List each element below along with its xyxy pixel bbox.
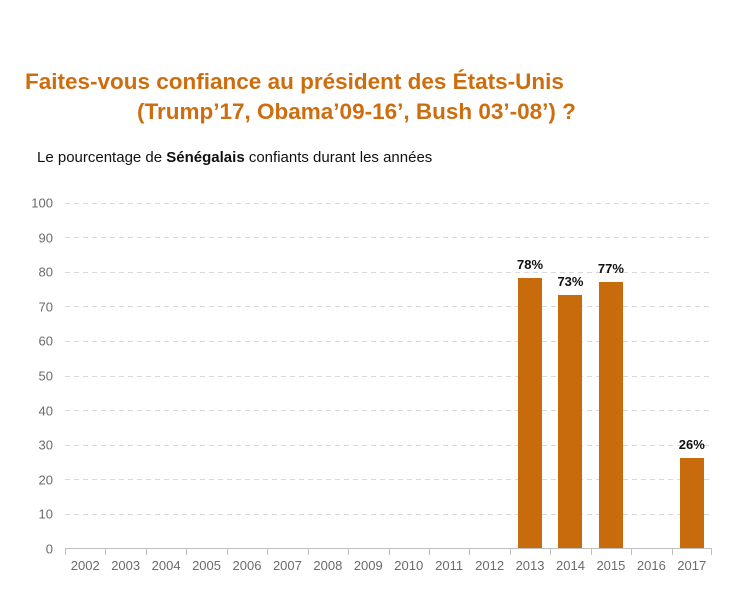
gridline-30 — [65, 444, 712, 446]
gridline-60 — [65, 340, 712, 342]
x-axis-label-2015: 2015 — [596, 558, 626, 573]
y-axis-label-100: 100 — [31, 195, 53, 211]
y-axis-label-30: 30 — [38, 437, 53, 453]
x-axis-tick — [469, 549, 471, 555]
x-axis-label-2010: 2010 — [394, 558, 424, 573]
subtitle-suffix: confiants durant les années — [244, 149, 433, 166]
x-axis-tick — [590, 549, 592, 555]
x-axis-tick — [226, 549, 228, 555]
x-axis-label-2006: 2006 — [232, 558, 262, 573]
x-axis-label-2014: 2014 — [556, 558, 585, 573]
y-axis-label-0: 0 — [45, 541, 53, 557]
x-axis-tick — [348, 549, 350, 555]
y-axis-label-70: 70 — [38, 299, 53, 315]
bar-value-label-2013: 78% — [517, 257, 544, 273]
x-axis-label-2013: 2013 — [515, 558, 545, 573]
x-axis-tick — [428, 549, 430, 555]
bar-2017 — [679, 458, 704, 548]
gridline-40 — [65, 410, 712, 412]
x-axis-label-2004: 2004 — [151, 558, 181, 573]
y-axis-label-50: 50 — [38, 368, 53, 384]
bar-2015 — [598, 281, 623, 548]
gridline-20 — [65, 479, 712, 481]
subtitle-demonym: Sénégalais — [166, 149, 245, 166]
x-axis-tick — [631, 549, 633, 555]
x-axis-label-2016: 2016 — [636, 558, 666, 573]
x-axis-tick — [65, 549, 66, 555]
x-axis-label-2011: 2011 — [435, 558, 464, 573]
x-axis-tick — [509, 549, 511, 555]
x-axis-label-2007: 2007 — [272, 558, 302, 573]
y-axis-label-20: 20 — [38, 472, 53, 488]
gridline-100 — [65, 202, 712, 204]
gridline-50 — [65, 375, 712, 377]
x-axis-tick — [186, 549, 188, 555]
x-axis-line — [65, 548, 712, 549]
gridline-80 — [65, 271, 712, 273]
gridline-90 — [65, 237, 712, 239]
y-axis-label-10: 10 — [38, 506, 53, 522]
y-axis-label-40: 40 — [38, 403, 53, 419]
bar-2013 — [518, 278, 543, 548]
x-axis-tick — [145, 549, 147, 555]
bar-value-label-2015: 77% — [597, 260, 624, 276]
y-axis-label-60: 60 — [38, 333, 53, 349]
x-axis-label-2003: 2003 — [111, 558, 141, 573]
x-axis-label-2009: 2009 — [353, 558, 383, 573]
bar-value-label-2017: 26% — [678, 437, 705, 453]
x-axis-tick — [711, 549, 712, 555]
bar-value-label-2014: 73% — [557, 274, 584, 290]
chart-subtitle: Le pourcentage de Sénégalais confiants d… — [37, 149, 432, 166]
x-axis-tick — [671, 549, 673, 555]
gridline-70 — [65, 306, 712, 308]
x-axis-tick — [307, 549, 309, 555]
x-axis-label-2002: 2002 — [70, 558, 100, 573]
x-axis-label-2005: 2005 — [192, 558, 221, 573]
chart-title-line-1: Faites-vous confiance au président des É… — [25, 69, 564, 94]
x-axis-label-2017: 2017 — [677, 558, 707, 573]
chart-title-line-2: (Trump’17, Obama’09-16’, Bush 03’-08’) ? — [137, 99, 576, 124]
y-axis-label-80: 80 — [38, 264, 53, 280]
x-axis-label-2008: 2008 — [313, 558, 343, 573]
x-axis-tick — [267, 549, 269, 555]
bar-chart-plot-area: 0 10 20 30 40 50 60 70 80 90 100 2002 2003 2004 2005 20… — [31, 197, 712, 573]
x-axis-tick — [550, 549, 552, 555]
bar-2014 — [558, 295, 583, 548]
gridline-10 — [65, 513, 712, 515]
x-axis-tick — [105, 549, 107, 555]
y-axis-label-90: 90 — [38, 230, 53, 246]
subtitle-prefix: Le pourcentage de — [37, 149, 167, 166]
x-axis-label-2012: 2012 — [475, 558, 505, 573]
x-axis-tick — [388, 549, 390, 555]
